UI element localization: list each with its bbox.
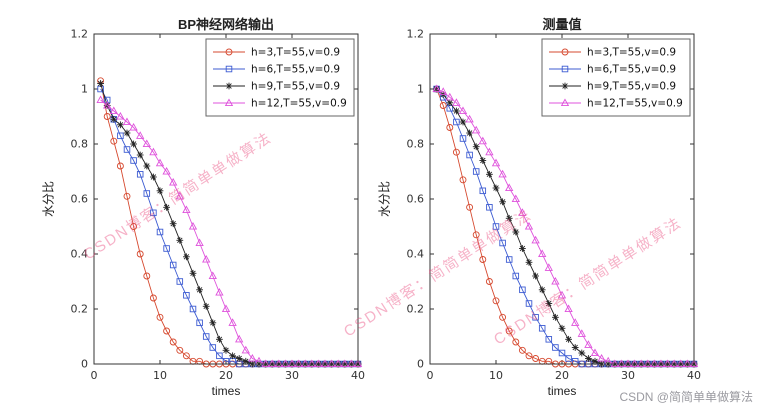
svg-text:0: 0	[91, 369, 98, 382]
svg-text:0.8: 0.8	[71, 138, 89, 151]
svg-text:40: 40	[351, 369, 365, 382]
svg-text:0: 0	[81, 358, 88, 371]
svg-text:30: 30	[621, 369, 635, 382]
chart-panel-measured: 测量值 水分比 0 10 20 30 40 0 0.2 0.4 0.6 0.8 1 1.2 h=3,T=…	[364, 6, 709, 406]
chart-title: 测量值	[542, 17, 582, 32]
svg-text:40: 40	[687, 369, 701, 382]
x-axis-label: times	[211, 384, 241, 398]
x-axis-label: times	[547, 384, 577, 398]
svg-text:0.2: 0.2	[407, 303, 425, 316]
svg-text:h=3,T=55,v=0.9: h=3,T=55,v=0.9	[251, 47, 340, 59]
svg-text:20: 20	[555, 369, 569, 382]
svg-text:0: 0	[417, 358, 424, 371]
svg-text:h=6,T=55,v=0.9: h=6,T=55,v=0.9	[251, 64, 340, 76]
svg-text:1: 1	[81, 83, 88, 96]
svg-text:h=9,T=55,v=0.9: h=9,T=55,v=0.9	[587, 81, 676, 93]
chart-canvas-bp-output: 0 10 20 30 40 0 0.2 0.4 0.6 0.8 1 1.2 h=3,T=55,v=0.9…	[71, 28, 366, 383]
svg-text:h=12,T=55,v=0.9: h=12,T=55,v=0.9	[251, 98, 347, 110]
svg-text:h=3,T=55,v=0.9: h=3,T=55,v=0.9	[587, 47, 676, 59]
svg-text:1.2: 1.2	[71, 28, 89, 41]
svg-text:10: 10	[489, 369, 503, 382]
chart-canvas-measured: 0 10 20 30 40 0 0.2 0.4 0.6 0.8 1 1.2 h=3,T=55,v=0.9…	[407, 28, 702, 383]
svg-text:1.2: 1.2	[407, 28, 425, 41]
svg-text:h=12,T=55,v=0.9: h=12,T=55,v=0.9	[587, 98, 683, 110]
svg-text:0.6: 0.6	[407, 193, 425, 206]
svg-text:0.4: 0.4	[71, 248, 89, 261]
credit-text: CSDN @简简单单做算法	[619, 390, 753, 404]
svg-text:h=6,T=55,v=0.9: h=6,T=55,v=0.9	[587, 64, 676, 76]
chart-title: BP神经网络输出	[177, 17, 275, 32]
svg-text:0: 0	[427, 369, 434, 382]
svg-text:1: 1	[417, 83, 424, 96]
chart-panel-bp-output: BP神经网络输出 水分比 0 10 20 30 40 0 0.2 0.4 0.6 0.8 1 1.2 h…	[28, 6, 373, 406]
svg-text:20: 20	[219, 369, 233, 382]
svg-text:0.8: 0.8	[407, 138, 425, 151]
svg-text:h=9,T=55,v=0.9: h=9,T=55,v=0.9	[251, 81, 340, 93]
svg-text:0.4: 0.4	[407, 248, 425, 261]
svg-text:10: 10	[153, 369, 167, 382]
svg-text:0.6: 0.6	[71, 193, 89, 206]
svg-text:30: 30	[285, 369, 299, 382]
svg-text:0.2: 0.2	[71, 303, 89, 316]
